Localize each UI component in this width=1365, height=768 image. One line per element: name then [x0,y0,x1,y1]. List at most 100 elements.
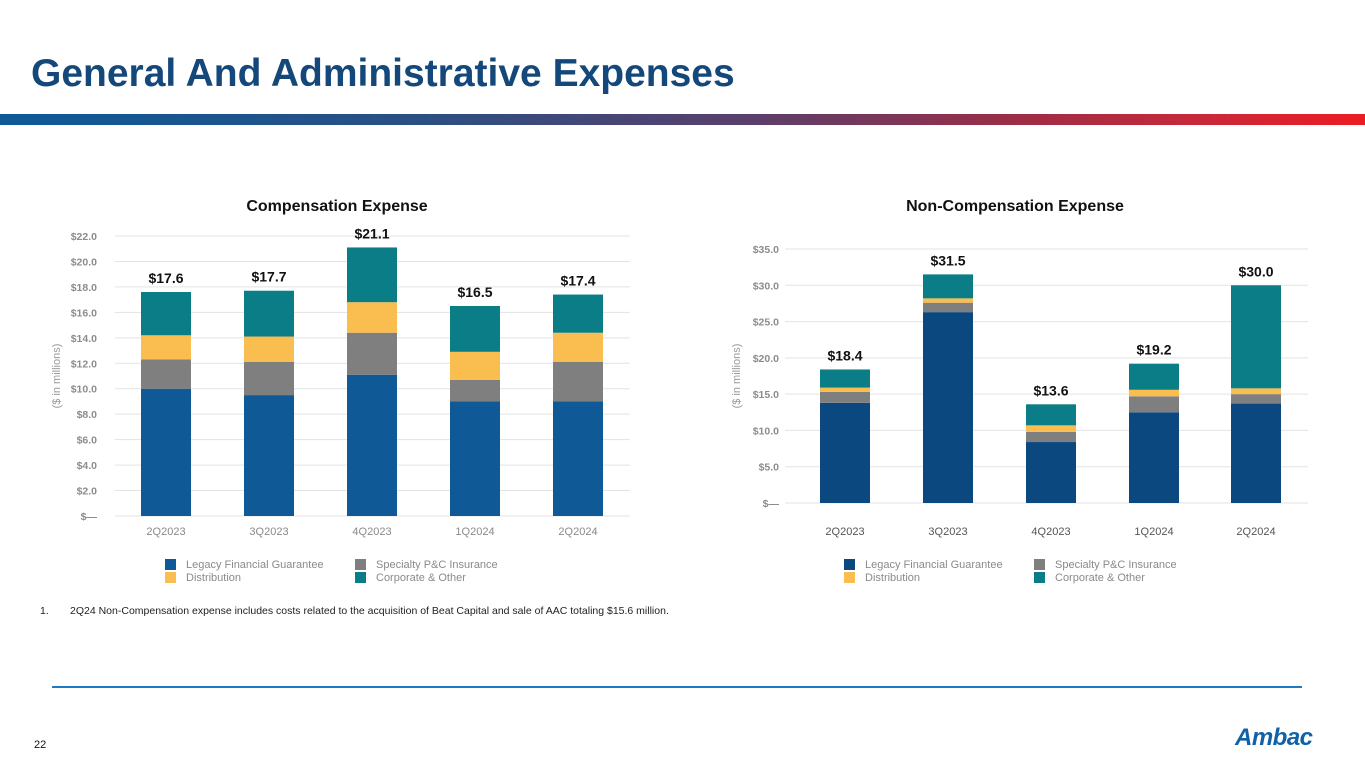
bar-segment-specialty-p-c-insurance [347,332,397,375]
bar-segment-legacy-financial-guarantee [347,374,397,516]
bar-segment-legacy-financial-guarantee [923,312,973,503]
title-gradient-divider [0,114,1365,125]
bar-segment-specialty-p-c-insurance [244,362,294,396]
legend-swatch [844,559,855,570]
y-tick-label: $10.0 [71,384,97,396]
y-tick-label: $30.0 [753,280,779,292]
legend-swatch [165,572,176,583]
page-title: General And Administrative Expenses [31,52,735,95]
y-tick-label: $20.0 [753,353,779,365]
ambac-logo: Ambac [1235,724,1313,751]
bar-segment-specialty-p-c-insurance [1026,431,1076,443]
compensation-chart-legend: Legacy Financial Guarantee Specialty P&C … [165,558,545,584]
y-tick-label: $15.0 [753,389,779,401]
legend-item-distribution: Distribution [844,571,1034,584]
legend-item-legacy-financial-guarantee: Legacy Financial Guarantee [165,558,355,571]
bar-segment-legacy-financial-guarantee [1026,442,1076,503]
footnote-text: 2Q24 Non-Compensation expense includes c… [70,605,669,617]
bar-segment-specialty-p-c-insurance [923,302,973,313]
bar-total-label: $21.1 [354,225,389,241]
bar-total-label: $13.6 [1033,382,1068,398]
legend-item-distribution: Distribution [165,571,355,584]
x-tick-label: 1Q2024 [455,526,494,538]
bar-segment-corporate-other [1026,404,1076,426]
legend-swatch [1034,559,1045,570]
y-tick-label: $20.0 [71,256,97,268]
legend-label: Distribution [865,571,921,584]
bar-segment-corporate-other [553,294,603,333]
bar-total-label: $19.2 [1136,342,1171,358]
bar-segment-legacy-financial-guarantee [1231,403,1281,503]
bar-segment-corporate-other [244,290,294,337]
legend-item-specialty-pc-insurance: Specialty P&C Insurance [1034,558,1224,571]
x-tick-label: 3Q2023 [249,526,288,538]
bar-segment-distribution [450,351,500,380]
legend-item-specialty-pc-insurance: Specialty P&C Insurance [355,558,545,571]
y-tick-label: $22.0 [71,231,97,243]
y-tick-label: $6.0 [77,435,98,447]
bar-segment-distribution [244,336,294,362]
legend-label: Corporate & Other [1055,571,1145,584]
bar-total-label: $17.6 [148,270,183,286]
legend-label: Legacy Financial Guarantee [186,558,324,571]
bar-segment-corporate-other [820,369,870,388]
legend-swatch [355,559,366,570]
x-tick-label: 4Q2023 [352,526,391,538]
chart-title: Non-Compensation Expense [906,198,1124,215]
bar-segment-legacy-financial-guarantee [1129,412,1179,503]
x-tick-label: 2Q2024 [558,526,597,538]
bar-segment-corporate-other [1129,363,1179,390]
legend-item-corporate-other: Corporate & Other [1034,571,1224,584]
x-tick-label: 2Q2023 [825,526,864,538]
non-compensation-expense-chart: Non-Compensation Expense $— $5.0 $10.0 $15.0… [731,198,1308,538]
bar-segment-specialty-p-c-insurance [1231,394,1281,404]
legend-item-legacy-financial-guarantee: Legacy Financial Guarantee [844,558,1034,571]
legend-label: Distribution [186,571,242,584]
bar-total-label: $30.0 [1238,263,1273,279]
bar-segment-legacy-financial-guarantee [141,388,191,516]
bar-segment-specialty-p-c-insurance [141,359,191,389]
bar-segment-distribution [347,302,397,333]
bar-segment-corporate-other [347,247,397,303]
legend-swatch [165,559,176,570]
legend-item-corporate-other: Corporate & Other [355,571,545,584]
legend-label: Legacy Financial Guarantee [865,558,1003,571]
bar-segment-legacy-financial-guarantee [450,401,500,516]
legend-swatch [355,572,366,583]
bar-total-label: $16.5 [457,284,492,300]
bar-segment-distribution [141,335,191,360]
bar-segment-corporate-other [450,306,500,352]
y-axis-label: ($ in millions) [731,344,743,409]
y-tick-label: $8.0 [77,409,98,421]
page-number: 22 [34,739,47,751]
y-tick-label: $12.0 [71,358,97,370]
charts-canvas: Compensation Expense $— $2.0 $4.0 $6.0 $8.0 $1… [51,198,1308,538]
y-tick-label: $— [81,511,98,523]
x-tick-label: 2Q2024 [1236,526,1275,538]
bar-segment-specialty-p-c-insurance [553,362,603,402]
bar-total-label: $17.7 [251,269,286,285]
x-tick-label: 3Q2023 [928,526,967,538]
bar-segment-legacy-financial-guarantee [553,401,603,516]
y-tick-label: $2.0 [77,486,98,498]
x-tick-label: 1Q2024 [1134,526,1173,538]
y-tick-label: $— [763,498,780,510]
footnote-number: 1. [40,605,49,617]
y-tick-label: $4.0 [77,460,98,472]
bar-segment-distribution [923,298,973,303]
bar-segment-distribution [1231,388,1281,395]
y-tick-label: $35.0 [753,244,779,256]
chart-title: Compensation Expense [246,198,427,215]
legend-label: Specialty P&C Insurance [376,558,498,571]
bar-segment-corporate-other [923,274,973,299]
bar-segment-distribution [1026,425,1076,432]
bar-segment-corporate-other [1231,285,1281,389]
bar-segment-specialty-p-c-insurance [1129,396,1179,413]
y-tick-label: $5.0 [759,462,780,474]
y-axis-label: ($ in millions) [51,344,63,409]
legend-swatch [1034,572,1045,583]
bar-segment-specialty-p-c-insurance [820,391,870,403]
bar-segment-distribution [820,387,870,392]
y-tick-label: $10.0 [753,425,779,437]
legend-swatch [844,572,855,583]
